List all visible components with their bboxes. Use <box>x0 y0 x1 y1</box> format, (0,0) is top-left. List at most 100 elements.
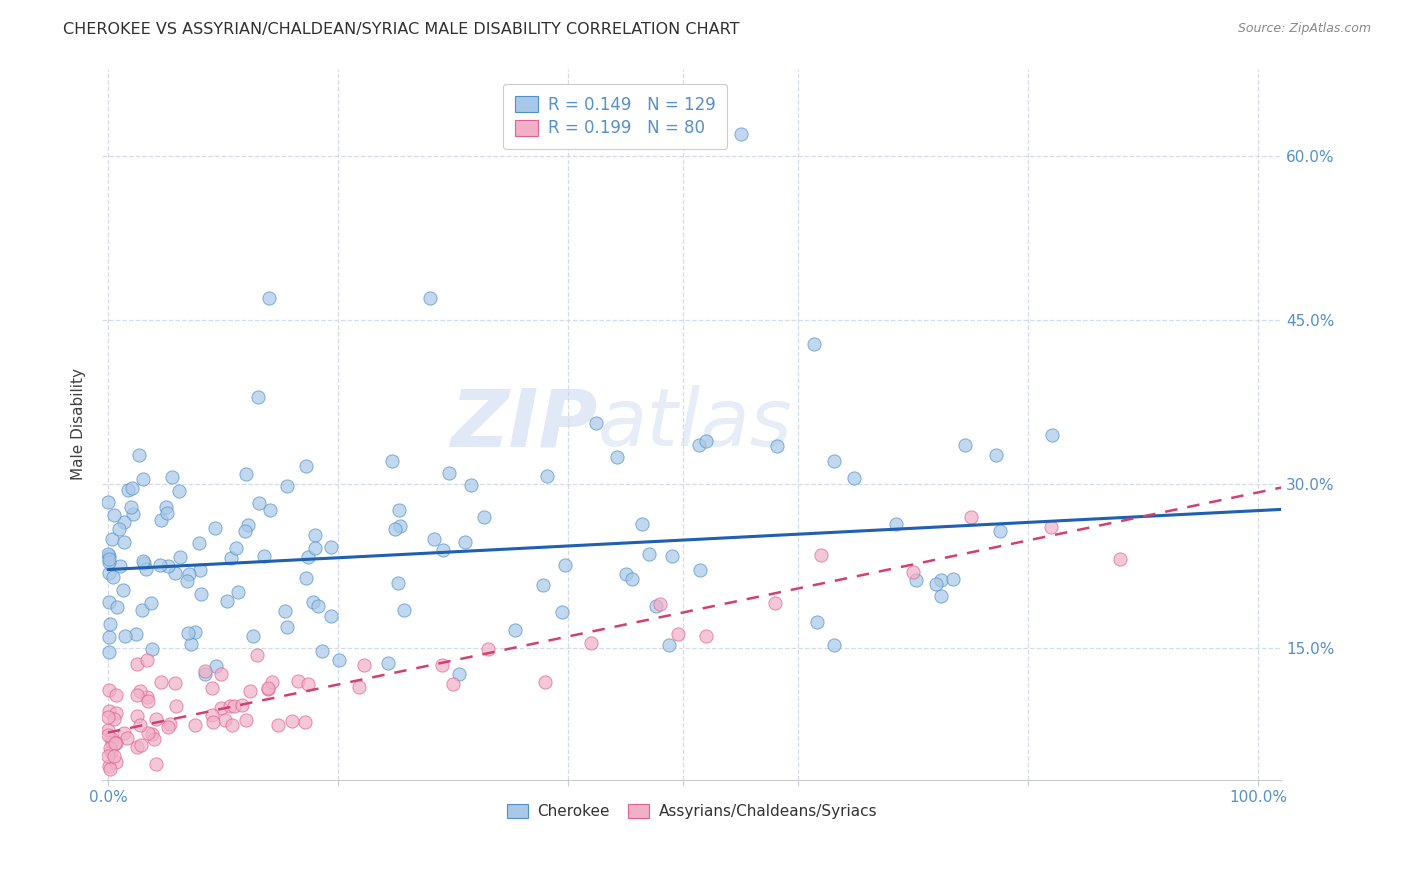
Point <box>169 550 191 565</box>
Point <box>97 555 120 569</box>
Point <box>97 644 120 658</box>
Point <box>616 566 638 581</box>
Point <box>145 756 167 771</box>
Point <box>176 626 198 640</box>
Point <box>136 726 159 740</box>
Point <box>150 675 173 690</box>
Point <box>810 549 832 563</box>
Point <box>295 571 318 585</box>
Point <box>190 587 212 601</box>
Point <box>959 510 981 524</box>
Point <box>688 438 710 452</box>
Point <box>165 699 187 714</box>
Point <box>219 550 242 565</box>
Point <box>630 517 652 532</box>
Point <box>157 720 180 734</box>
Point <box>121 507 143 521</box>
Point <box>645 599 668 613</box>
Point <box>297 549 319 564</box>
Point <box>141 727 163 741</box>
Point <box>97 710 120 724</box>
Point <box>155 500 177 515</box>
Point <box>101 532 124 546</box>
Point <box>221 718 243 732</box>
Point <box>108 559 131 574</box>
Point <box>280 714 302 728</box>
Point <box>225 541 247 556</box>
Point <box>257 291 280 305</box>
Point <box>765 438 787 452</box>
Point <box>98 552 121 566</box>
Point <box>903 565 925 579</box>
Point <box>111 582 134 597</box>
Point <box>128 448 150 462</box>
Point <box>121 482 143 496</box>
Point <box>127 689 149 703</box>
Point <box>695 629 717 643</box>
Text: CHEROKEE VS ASSYRIAN/CHALDEAN/SYRIAC MALE DISABILITY CORRELATION CHART: CHEROKEE VS ASSYRIAN/CHALDEAN/SYRIAC MAL… <box>63 22 740 37</box>
Point <box>319 609 342 624</box>
Point <box>125 657 148 671</box>
Point <box>984 449 1007 463</box>
Point <box>97 495 120 509</box>
Point <box>184 625 207 640</box>
Point <box>387 575 409 590</box>
Point <box>176 574 198 588</box>
Point <box>129 738 152 752</box>
Point <box>606 450 628 464</box>
Point <box>287 673 309 688</box>
Point <box>904 573 927 587</box>
Point <box>297 676 319 690</box>
Point <box>328 653 350 667</box>
Point <box>453 535 475 549</box>
Point <box>201 681 224 695</box>
Point <box>319 540 342 554</box>
Point <box>128 718 150 732</box>
Point <box>97 595 120 609</box>
Point <box>432 543 454 558</box>
Point <box>103 508 125 522</box>
Point <box>389 519 412 533</box>
Point <box>125 708 148 723</box>
Point <box>621 572 644 586</box>
Point <box>219 698 242 713</box>
Point <box>134 557 156 571</box>
Point <box>931 573 953 587</box>
Point <box>105 755 128 769</box>
Point <box>136 694 159 708</box>
Point <box>294 714 316 729</box>
Point <box>97 683 120 698</box>
Point <box>131 603 153 617</box>
Point <box>503 623 526 637</box>
Point <box>156 559 179 574</box>
Y-axis label: Male Disability: Male Disability <box>72 368 86 480</box>
Point <box>215 593 238 607</box>
Point <box>259 502 281 516</box>
Point <box>104 706 127 720</box>
Point <box>180 637 202 651</box>
Point <box>477 641 499 656</box>
Point <box>201 708 224 723</box>
Point <box>201 715 224 730</box>
Point <box>294 459 316 474</box>
Point <box>125 627 148 641</box>
Point <box>246 648 269 662</box>
Point <box>942 572 965 586</box>
Point <box>187 536 209 550</box>
Point <box>689 563 711 577</box>
Point <box>117 483 139 497</box>
Point <box>534 674 557 689</box>
Point <box>242 629 264 643</box>
Point <box>204 658 226 673</box>
Point <box>98 549 121 563</box>
Point <box>104 688 127 702</box>
Point <box>304 541 326 556</box>
Point <box>179 567 201 582</box>
Point <box>439 466 461 480</box>
Point <box>260 675 283 690</box>
Point <box>666 627 689 641</box>
Point <box>100 745 122 759</box>
Point <box>224 699 246 714</box>
Point <box>307 599 329 614</box>
Point <box>377 657 399 671</box>
